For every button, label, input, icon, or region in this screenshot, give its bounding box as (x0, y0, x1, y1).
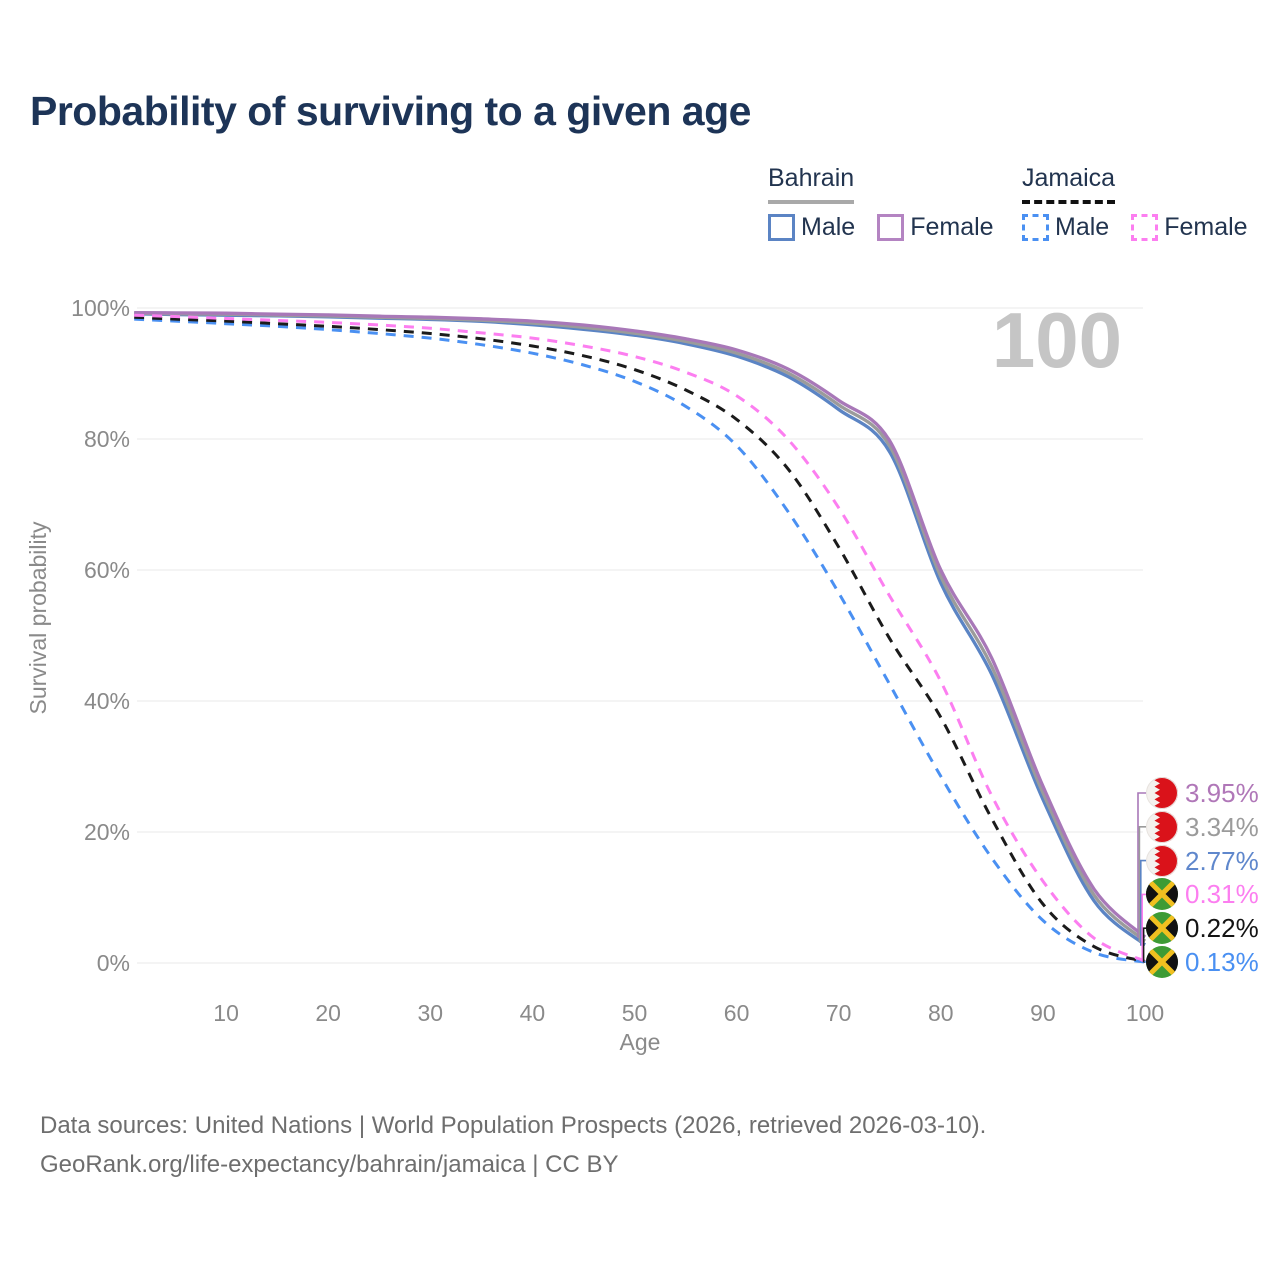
legend-group-bahrain: Bahrain Male Female (768, 164, 994, 242)
end-value-label: 0.13% (1185, 946, 1259, 977)
end-label-jamaica-male: 0.13% (1146, 945, 1259, 979)
x-tick-label: 90 (1030, 1000, 1056, 1026)
x-tick-label: 10 (213, 1000, 239, 1026)
footer: Data sources: United Nations | World Pop… (40, 1106, 986, 1184)
jamaica-flag-icon (1146, 878, 1178, 910)
x-axis-label: Age (620, 1029, 661, 1055)
x-tick-label: 40 (520, 1000, 546, 1026)
y-tick-label: 60% (84, 557, 130, 583)
legend-item-bahrain-female[interactable]: Female (877, 213, 994, 242)
x-tick-label: 20 (315, 1000, 341, 1026)
end-label-bahrain-male: 2.77% (1146, 844, 1259, 878)
x-axis-ticks: 10 20 30 40 50 60 70 80 90 100 (213, 1000, 1164, 1026)
curves (134, 310, 1147, 964)
end-value-label: 0.31% (1185, 878, 1259, 909)
x-tick-label: 70 (826, 1000, 852, 1026)
curve-jamaica-total[interactable] (134, 315, 1146, 964)
curve-jamaica-female[interactable] (134, 313, 1146, 963)
y-tick-label: 80% (84, 426, 130, 452)
legend-label: Female (1164, 213, 1248, 241)
x-tick-label: 50 (622, 1000, 648, 1026)
end-label-jamaica-female: 0.31% (1146, 877, 1259, 911)
curve-bahrain-female[interactable] (134, 310, 1147, 939)
end-value-label: 3.34% (1185, 811, 1259, 842)
end-value-label: 2.77% (1185, 845, 1259, 876)
bahrain-female-swatch-icon (877, 214, 905, 241)
gridlines (137, 307, 1143, 964)
x-tick-label: 60 (724, 1000, 750, 1026)
y-tick-label: 40% (84, 688, 130, 714)
y-axis-label: Survival probability (25, 521, 51, 715)
end-value-label: 3.95% (1185, 777, 1259, 808)
jamaica-flag-icon (1146, 946, 1178, 978)
legend-label: Male (1055, 213, 1110, 241)
chart-title: Probability of surviving to a given age (30, 88, 751, 134)
y-tick-label: 100% (71, 295, 130, 321)
legend-group-jamaica: Jamaica Male Female (1022, 164, 1248, 242)
legend-item-bahrain-male[interactable]: Male (768, 213, 855, 242)
end-label-bahrain-female: 3.95% (1146, 776, 1259, 810)
curve-bahrain-male[interactable] (134, 312, 1147, 947)
bahrain-male-swatch-icon (768, 214, 795, 241)
legend-country-jamaica: Jamaica (1022, 164, 1116, 204)
legend-items-bahrain: Male Female (768, 213, 994, 242)
legend-item-jamaica-male[interactable]: Male (1022, 213, 1109, 242)
bahrain-flag-icon (1146, 811, 1178, 843)
bahrain-flag-icon (1146, 777, 1178, 809)
y-tick-label: 0% (97, 950, 130, 976)
attribution-line: GeoRank.org/life-expectancy/bahrain/jama… (40, 1151, 619, 1178)
legend-country-bahrain: Bahrain (768, 164, 855, 204)
legend-items-jamaica: Male Female (1022, 213, 1248, 242)
y-tick-label: 20% (84, 819, 130, 845)
leader-lines (1137, 792, 1146, 963)
legend-item-jamaica-female[interactable]: Female (1131, 213, 1248, 242)
data-sources-line: Data sources: United Nations | World Pop… (40, 1112, 987, 1139)
x-tick-label: 80 (928, 1000, 954, 1026)
legend-label: Female (910, 213, 994, 241)
jamaica-male-swatch-icon (1022, 214, 1049, 241)
bahrain-flag-icon (1146, 845, 1178, 877)
end-label-bahrain-total: 3.34% (1146, 810, 1259, 844)
x-tick-label: 100 (1126, 1000, 1164, 1026)
end-value-label: 0.22% (1185, 912, 1259, 943)
jamaica-flag-icon (1146, 912, 1178, 944)
legend-label: Male (801, 213, 856, 241)
y-axis-ticks: 0% 20% 40% 60% 80% 100% (71, 295, 130, 976)
curve-jamaica-male[interactable] (134, 317, 1146, 964)
x-tick-label: 30 (418, 1000, 444, 1026)
end-label-jamaica-total: 0.22% (1146, 911, 1259, 945)
age-watermark: 100 (992, 296, 1122, 384)
jamaica-female-swatch-icon (1131, 214, 1159, 241)
curve-bahrain-total[interactable] (134, 311, 1147, 943)
